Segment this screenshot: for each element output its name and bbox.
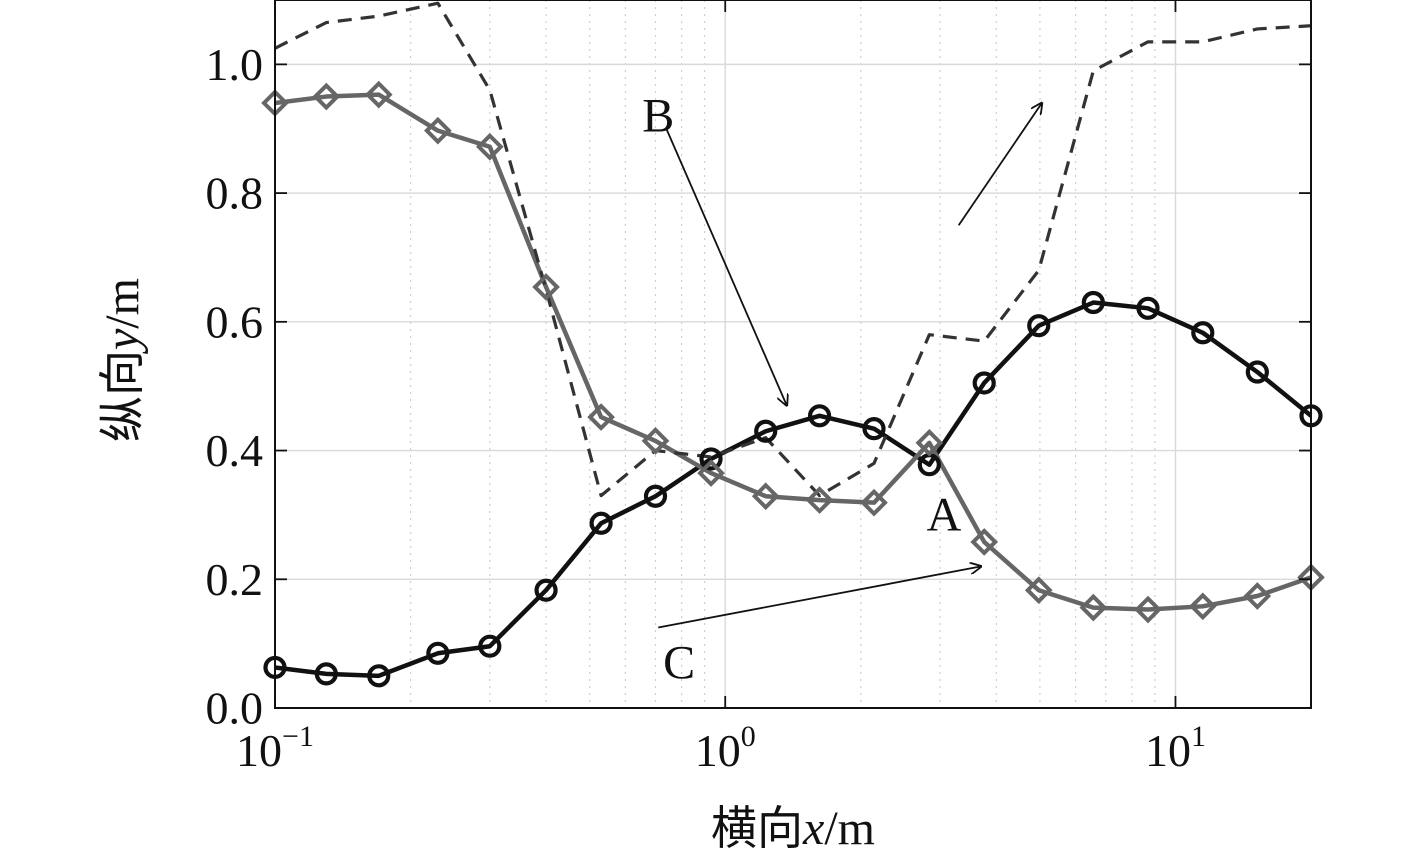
x-tick-base: 10 [695,725,741,776]
diamond-marker [970,528,999,556]
circle-marker [478,634,502,658]
diamond-marker [312,82,341,111]
circle-marker [534,578,558,602]
circle-marker [314,662,338,686]
x-tick-exponent: 1 [1191,720,1206,753]
circle-marker [1027,314,1051,338]
diamond-marker [805,486,834,514]
series-line-1 [275,300,1311,679]
annotation-group: A B C [642,89,1042,689]
circle-marker [807,404,832,428]
grid [274,0,1312,709]
series-group [275,1,1311,679]
diamond-marker [860,488,888,517]
circle-marker [1081,290,1105,315]
x-tick-label: 100 [695,720,756,776]
x-tick-exponent: 0 [741,720,756,753]
diamond-marker [364,80,393,109]
circle-marker [862,417,886,441]
diamond-marker [532,273,560,301]
diamond-marker [1188,592,1217,621]
x-tick-base: 10 [1145,725,1191,776]
y-axis-title-prefix: 纵向 [95,350,149,442]
axes [274,0,1312,709]
plot-frame [274,0,1312,709]
circle-marker [699,447,723,471]
circle-marker [1136,296,1160,320]
circle-marker [426,641,450,665]
diamond-marker [587,403,615,431]
diamond-marker [697,459,725,487]
annotation-label-b: B [642,89,674,142]
circle-marker [1245,360,1269,384]
tick-labels: 0.00.20.40.60.81.010−1 100 101 [206,39,1206,776]
series-line-3 [275,1,1311,498]
circle-marker [589,511,613,535]
y-tick-label: 0.0 [206,683,264,734]
y-tick-label: 0.4 [206,425,264,476]
y-tick-label: 0.8 [206,168,264,219]
series-line-2 [275,92,1311,612]
x-axis-title-var: x [802,802,824,855]
marker-group [261,80,1325,688]
y-axis-title-var: y [96,328,149,355]
circle-marker [754,419,778,443]
annotation-label-c: C [663,636,695,689]
circle-marker [367,664,391,688]
x-tick-label: 10−1 [236,720,314,776]
x-tick-base: 10 [236,725,282,776]
diamond-marker [1079,593,1108,622]
diamond-marker [751,482,780,511]
x-tick-exponent: −1 [282,720,314,753]
diamond-marker [915,428,944,457]
circle-marker [643,484,668,508]
circle-marker [1191,321,1215,345]
diamond-marker [424,116,452,145]
diamond-marker [1024,576,1053,605]
y-axis-title: 纵向y/m [95,278,149,442]
diamond-marker [1243,582,1272,610]
annotation-arrow-a [957,103,1042,226]
y-tick-label: 1.0 [206,39,264,90]
annotation-arrow-c [658,566,981,629]
x-tick-label: 101 [1145,720,1206,776]
y-axis-title-unit: /m [96,278,149,329]
diamond-marker [475,132,504,161]
annotation-label-a: A [927,488,962,541]
y-tick-label: 0.6 [206,296,264,347]
x-axis-title-prefix: 横向 [711,801,803,855]
annotation-arrow-b [665,128,786,406]
circle-marker [972,371,996,395]
x-axis-title: 横向x/m [711,801,875,855]
x-axis-title-unit: /m [824,802,875,855]
y-tick-label: 0.2 [206,554,264,605]
diamond-marker [1134,595,1162,624]
diamond-marker [641,427,670,455]
